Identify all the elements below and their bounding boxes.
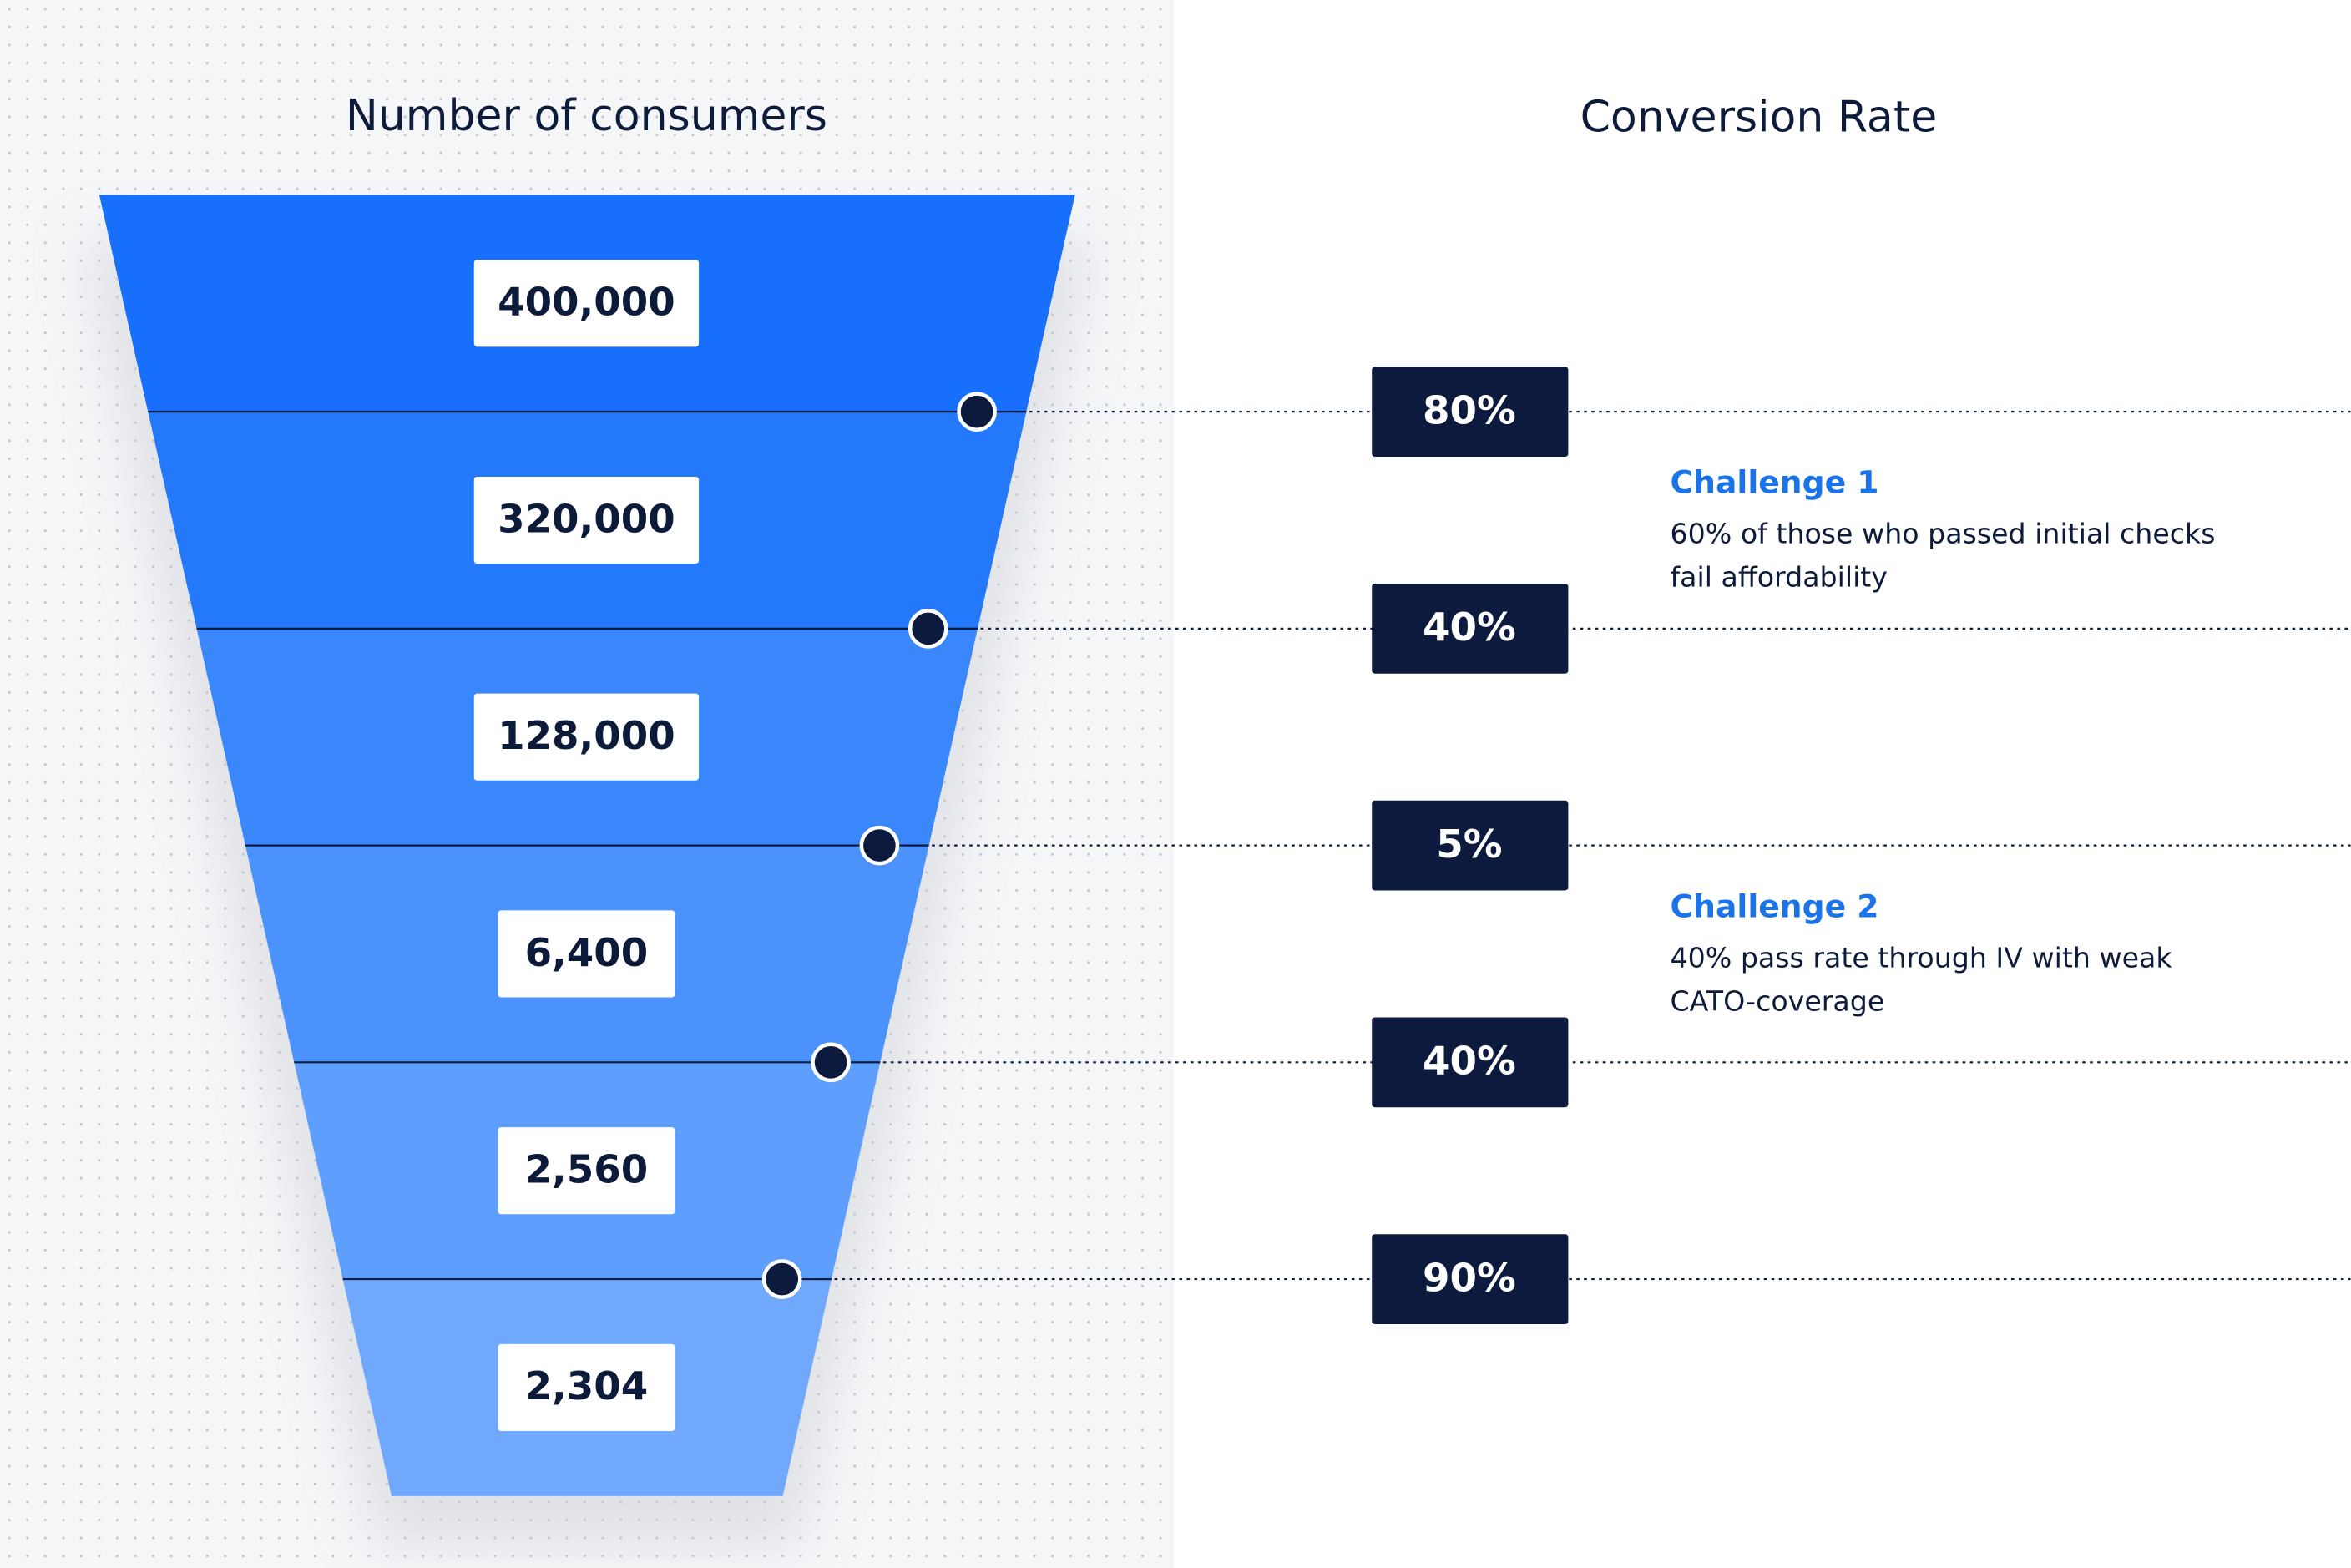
rate-dot: [811, 1042, 851, 1083]
rate-dot: [761, 1259, 802, 1299]
rate-badge: [1372, 800, 1569, 891]
value-label: 2,560: [525, 1148, 649, 1193]
value-label: 400,000: [498, 281, 675, 326]
rate-label: 90%: [1423, 1256, 1516, 1301]
annotation-title: Challenge 2: [1670, 888, 1878, 925]
annotation-title: Challenge 1: [1670, 463, 1878, 500]
rate-label: 80%: [1423, 388, 1516, 433]
annotation-text: 40% pass rate through IV with weak: [1670, 942, 2172, 974]
value-box: [473, 693, 700, 781]
rate-badge: [1372, 367, 1569, 458]
annotation-text: CATO-coverage: [1670, 985, 1884, 1018]
value-label: 128,000: [498, 714, 675, 759]
rate-badge: [1372, 584, 1569, 674]
rate-dot: [859, 825, 900, 866]
annotation-text: 60% of those who passed initial checks: [1670, 517, 2215, 549]
rate-dot: [908, 609, 948, 649]
rate-badge: [1372, 1234, 1569, 1324]
annotation-text: fail affordability: [1670, 561, 1887, 594]
rate-label: 5%: [1436, 822, 1502, 867]
value-box: [498, 1343, 675, 1432]
value-box: [498, 910, 675, 998]
rate-label: 40%: [1423, 605, 1516, 650]
value-box: [473, 476, 700, 564]
rate-label: 40%: [1423, 1039, 1516, 1085]
value-label: 2,304: [525, 1364, 649, 1409]
chart-layer: 400,000 320,000 128,000 6,400 2,560 2,304 80% 4…: [99, 195, 2351, 1496]
rate-title: Conversion Rate: [1580, 93, 1938, 143]
funnel-title: Number of consumers: [346, 91, 827, 141]
rate-dot: [957, 392, 997, 432]
value-box: [498, 1127, 675, 1215]
rate-badge: [1372, 1017, 1569, 1108]
value-label: 320,000: [498, 497, 675, 542]
value-box: [473, 260, 700, 347]
value-label: 6,400: [525, 931, 649, 976]
